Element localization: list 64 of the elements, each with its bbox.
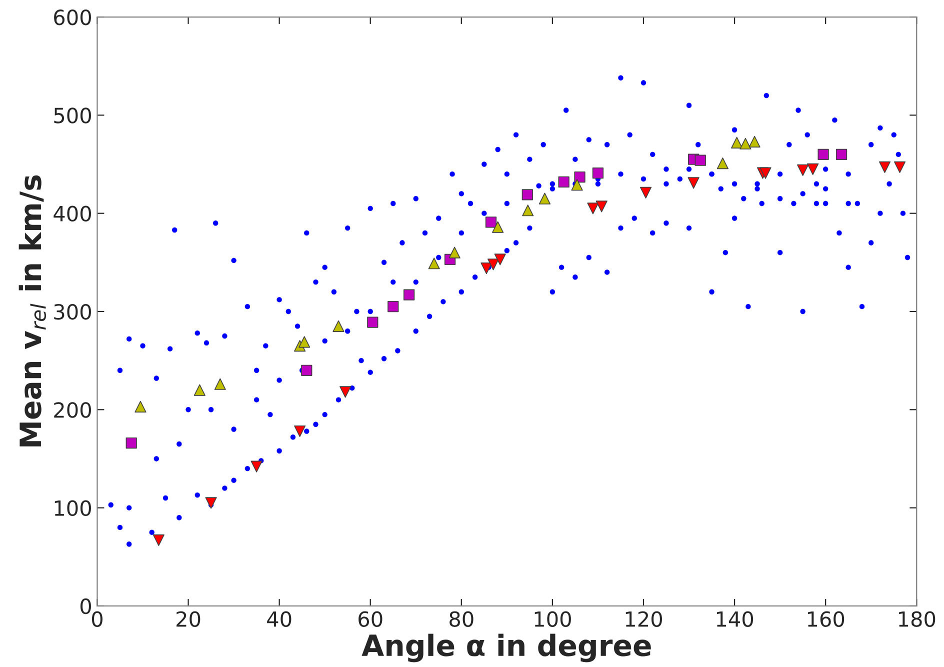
point xyxy=(731,136,743,148)
point xyxy=(836,148,848,160)
point xyxy=(878,161,891,173)
x-tick-label: 140 xyxy=(716,611,754,627)
point xyxy=(485,216,497,228)
point xyxy=(688,177,700,189)
point xyxy=(492,221,504,233)
point xyxy=(571,179,583,191)
point xyxy=(640,186,652,199)
y-tick-label: 500 xyxy=(54,108,91,124)
point xyxy=(807,163,819,175)
point xyxy=(522,204,534,216)
point xyxy=(428,258,440,270)
point xyxy=(558,176,570,188)
y-tick-label: 400 xyxy=(54,206,91,222)
x-tick-label: 40 xyxy=(267,611,292,627)
point xyxy=(301,364,312,376)
point xyxy=(152,534,164,546)
point xyxy=(298,336,310,348)
point xyxy=(448,246,460,258)
point xyxy=(388,301,399,312)
x-tick-label: 180 xyxy=(899,611,936,627)
point xyxy=(294,425,306,438)
point xyxy=(538,192,551,204)
x-tick-label: 160 xyxy=(808,611,844,627)
x-tick-label: 20 xyxy=(176,611,200,627)
x-tick-label: 80 xyxy=(450,611,474,627)
point xyxy=(134,400,146,413)
x-tick-label: 0 xyxy=(92,611,102,627)
y-tick-label: 600 xyxy=(54,9,91,26)
y-tick-label: 300 xyxy=(54,304,91,320)
point xyxy=(403,289,415,300)
x-tick-label: 120 xyxy=(626,611,662,627)
point xyxy=(367,316,378,328)
point xyxy=(748,136,760,148)
point xyxy=(332,320,344,332)
point xyxy=(340,386,352,398)
point xyxy=(574,171,586,183)
point xyxy=(126,437,137,449)
y-axis-title: Mean v$_{rel}$ in km/s xyxy=(18,175,46,446)
x-tick-label: 100 xyxy=(534,611,571,627)
y-tick-label: 0 xyxy=(80,598,91,614)
point xyxy=(522,189,533,200)
point xyxy=(205,497,217,509)
point xyxy=(480,262,492,274)
point xyxy=(214,378,226,390)
point xyxy=(596,200,608,212)
point xyxy=(894,161,906,173)
point xyxy=(740,138,752,150)
point xyxy=(487,258,500,270)
point xyxy=(587,202,599,214)
point xyxy=(592,168,604,179)
y-tick-label: 100 xyxy=(54,500,91,516)
x-tick-label: 60 xyxy=(358,611,382,627)
point xyxy=(716,157,728,170)
point xyxy=(694,154,706,166)
point xyxy=(760,167,772,179)
point xyxy=(818,148,829,160)
point xyxy=(797,164,809,176)
point xyxy=(494,254,506,266)
point xyxy=(194,384,206,396)
y-tick-label: 200 xyxy=(54,402,91,418)
point xyxy=(250,460,262,472)
x-axis-title: Angle α in degree xyxy=(362,634,651,662)
